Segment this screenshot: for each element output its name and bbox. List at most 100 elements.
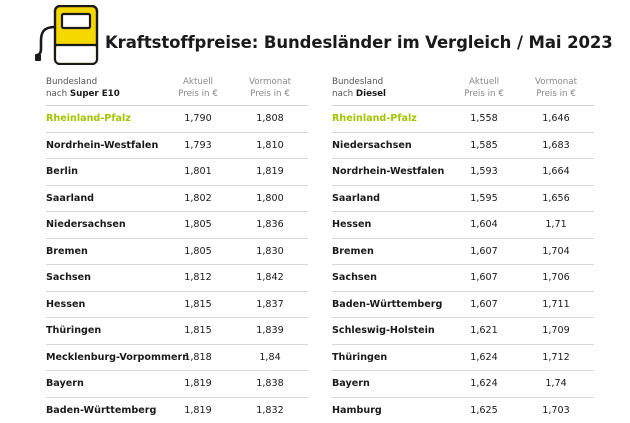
current-price-cell: 1,558 — [449, 106, 519, 132]
state-cell: Berlin — [46, 159, 78, 185]
current-price-cell: 1,624 — [449, 345, 519, 371]
state-cell: Bayern — [332, 371, 370, 397]
state-cell: Baden-Württemberg — [46, 398, 156, 423]
previous-price-cell: 1,819 — [235, 159, 305, 185]
fuel-pump-icon — [33, 5, 101, 65]
current-price-cell: 1,818 — [163, 345, 233, 371]
previous-price-cell: 1,832 — [235, 398, 305, 423]
state-cell: Thüringen — [332, 345, 387, 371]
current-price-cell: 1,801 — [163, 159, 233, 185]
current-price-cell: 1,805 — [163, 239, 233, 265]
current-price-cell: 1,819 — [163, 398, 233, 423]
state-cell: Sachsen — [46, 265, 91, 291]
state-cell: Hamburg — [332, 398, 382, 423]
current-price-cell: 1,607 — [449, 292, 519, 318]
state-cell: Hessen — [332, 212, 371, 238]
state-cell: Niedersachsen — [46, 212, 126, 238]
previous-price-cell: 1,837 — [235, 292, 305, 318]
current-price-cell: 1,812 — [163, 265, 233, 291]
state-cell: Sachsen — [332, 265, 377, 291]
current-price-cell: 1,819 — [163, 371, 233, 397]
state-cell: Hessen — [46, 292, 85, 318]
previous-price-cell: 1,703 — [521, 398, 591, 423]
current-price-cell: 1,815 — [163, 318, 233, 344]
state-cell: Saarland — [332, 186, 380, 212]
previous-price-cell: 1,838 — [235, 371, 305, 397]
header: Kraftstoffpreise: Bundesländer im Vergle… — [0, 0, 630, 72]
previous-price-cell: 1,664 — [521, 159, 591, 185]
current-price-cell: 1,595 — [449, 186, 519, 212]
previous-price-cell: 1,711 — [521, 292, 591, 318]
previous-price-cell: 1,836 — [235, 212, 305, 238]
previous-price-cell: 1,71 — [521, 212, 591, 238]
state-cell: Thüringen — [46, 318, 101, 344]
page-title: Kraftstoffpreise: Bundesländer im Vergle… — [105, 33, 613, 52]
state-cell: Baden-Württemberg — [332, 292, 442, 318]
previous-price-cell: 1,810 — [235, 133, 305, 159]
current-price-cell: 1,604 — [449, 212, 519, 238]
previous-price-cell: 1,84 — [235, 345, 305, 371]
state-cell: Schleswig-Holstein — [332, 318, 435, 344]
previous-price-cell: 1,712 — [521, 345, 591, 371]
state-cell: Bremen — [46, 239, 88, 265]
previous-price-cell: 1,683 — [521, 133, 591, 159]
current-price-cell: 1,593 — [449, 159, 519, 185]
previous-price-cell: 1,656 — [521, 186, 591, 212]
previous-price-cell: 1,706 — [521, 265, 591, 291]
state-cell: Rheinland-Pfalz — [46, 106, 131, 132]
previous-price-cell: 1,646 — [521, 106, 591, 132]
current-price-cell: 1,621 — [449, 318, 519, 344]
current-price-cell: 1,802 — [163, 186, 233, 212]
previous-price-cell: 1,830 — [235, 239, 305, 265]
previous-price-cell: 1,74 — [521, 371, 591, 397]
current-price-cell: 1,585 — [449, 133, 519, 159]
current-price-cell: 1,624 — [449, 371, 519, 397]
previous-price-cell: 1,800 — [235, 186, 305, 212]
state-cell: Saarland — [46, 186, 94, 212]
current-price-cell: 1,607 — [449, 239, 519, 265]
column-header-state: Bundesland nach Super E10 — [46, 77, 120, 100]
column-header-state: Bundesland nach Diesel — [332, 77, 386, 100]
previous-price-cell: 1,709 — [521, 318, 591, 344]
state-cell: Rheinland-Pfalz — [332, 106, 417, 132]
previous-price-cell: 1,842 — [235, 265, 305, 291]
state-cell: Niedersachsen — [332, 133, 412, 159]
previous-price-cell: 1,704 — [521, 239, 591, 265]
current-price-cell: 1,790 — [163, 106, 233, 132]
state-cell: Bayern — [46, 371, 84, 397]
state-cell: Nordrhein-Westfalen — [46, 133, 158, 159]
current-price-cell: 1,793 — [163, 133, 233, 159]
current-price-cell: 1,815 — [163, 292, 233, 318]
